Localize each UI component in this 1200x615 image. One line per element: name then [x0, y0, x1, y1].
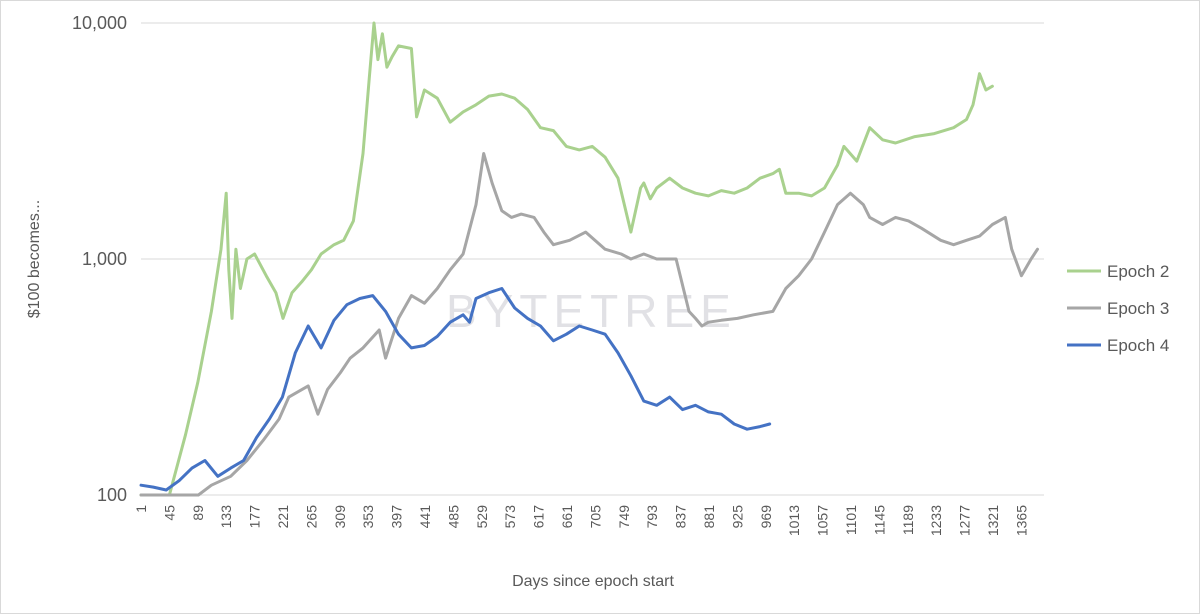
x-axis-ticks: 1 45 89 133 177 221 265 309 353 397 441 485 529 573 61…	[133, 505, 1029, 536]
x-tick-label: 265	[303, 505, 319, 529]
x-tick-label: 1365	[1013, 505, 1029, 536]
gridlines	[141, 22, 1044, 496]
x-tick-label: 89	[190, 505, 206, 521]
x-tick-label: 221	[275, 505, 291, 529]
x-tick-label: 1013	[786, 505, 802, 536]
x-tick-label: 705	[587, 505, 603, 529]
x-tick-label: 485	[445, 505, 461, 529]
x-tick-label: 1321	[985, 505, 1001, 536]
x-tick-label: 309	[332, 505, 348, 529]
x-tick-label: 397	[389, 505, 405, 529]
y-tick-label: 100	[97, 485, 127, 505]
x-tick-label: 353	[360, 505, 376, 529]
x-tick-label: 1277	[957, 505, 973, 536]
legend-label: Epoch 3	[1107, 299, 1169, 318]
y-tick-label: 10,000	[72, 13, 127, 33]
x-tick-label: 661	[559, 505, 575, 529]
x-tick-label: 1145	[871, 505, 887, 535]
x-tick-label: 1233	[928, 505, 944, 536]
x-tick-label: 1101	[843, 505, 859, 535]
x-tick-label: 617	[531, 505, 547, 529]
x-tick-label: 749	[616, 505, 632, 529]
x-tick-label: 1	[133, 505, 149, 513]
x-tick-label: 45	[161, 505, 177, 521]
legend-label: Epoch 4	[1107, 336, 1169, 355]
x-tick-label: 837	[673, 505, 689, 529]
legend-label: Epoch 2	[1107, 262, 1169, 281]
series-line-epoch-3	[139, 152, 1039, 497]
x-tick-label: 969	[758, 505, 774, 529]
legend: Epoch 2 Epoch 3 Epoch 4	[1067, 262, 1169, 355]
x-axis-title: Days since epoch start	[512, 573, 674, 590]
series-line-epoch-4	[139, 287, 772, 492]
x-tick-label: 573	[502, 505, 518, 529]
x-tick-label: 441	[417, 505, 433, 529]
x-tick-label: 1057	[815, 505, 831, 536]
x-tick-label: 925	[729, 505, 745, 529]
x-tick-label: 881	[701, 505, 717, 529]
y-axis-ticks: 100 1,000 10,000	[72, 13, 127, 505]
x-tick-label: 793	[644, 505, 660, 529]
y-axis-title: $100 becomes...	[26, 200, 43, 318]
x-tick-label: 1189	[900, 505, 916, 535]
x-tick-label: 133	[218, 505, 234, 529]
series-lines	[139, 21, 1039, 497]
series-line-epoch-2	[139, 21, 994, 497]
x-tick-label: 177	[247, 505, 263, 529]
x-tick-label: 529	[474, 505, 490, 529]
y-tick-label: 1,000	[82, 249, 127, 269]
